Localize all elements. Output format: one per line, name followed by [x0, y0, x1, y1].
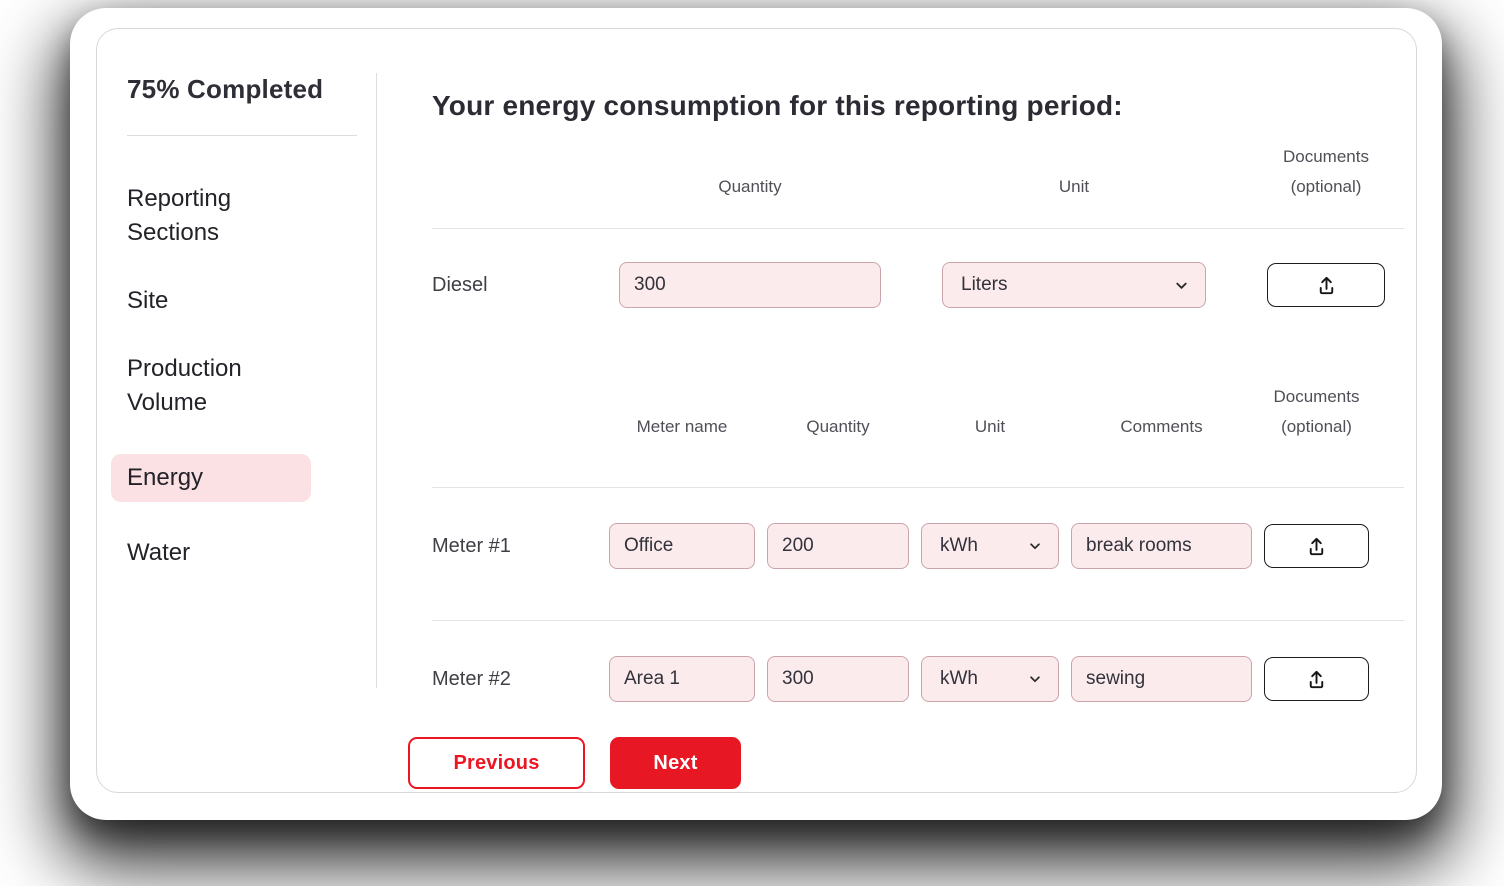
meter-header-comments: Comments	[1120, 417, 1203, 436]
main-content: Your energy consumption for this reporti…	[377, 29, 1416, 792]
divider	[432, 228, 1404, 229]
meter1-name-input[interactable]	[609, 523, 755, 569]
sidebar-item-energy[interactable]: Energy	[111, 454, 311, 502]
fuel-header-documents: Documents (optional)	[1283, 147, 1369, 196]
meter-row-label: Meter #1	[432, 534, 511, 557]
diesel-unit-select[interactable]: Liters	[942, 262, 1206, 308]
meter1-unit-value: kWh	[940, 535, 978, 556]
divider	[432, 487, 1404, 488]
sidebar-item-water[interactable]: Water	[127, 539, 191, 566]
meter1-upload-button[interactable]	[1264, 524, 1369, 568]
diesel-unit-value: Liters	[961, 274, 1008, 295]
form-panel: 75% Completed Reporting Sections Site Pr…	[96, 28, 1417, 793]
sidebar-item-reporting-sections[interactable]: Reporting Sections	[127, 185, 232, 246]
footer-buttons: Previous Next	[408, 737, 1404, 789]
upload-icon	[1309, 670, 1324, 688]
chevron-down-icon	[1030, 676, 1040, 683]
meter2-quantity-input[interactable]	[767, 656, 909, 702]
meter-header-documents: Documents (optional)	[1273, 387, 1360, 436]
meter-row-label: Meter #2	[432, 667, 511, 690]
upload-icon	[1319, 276, 1333, 294]
chevron-down-icon	[1030, 543, 1040, 550]
sidebar-nav: Reporting Sections Site Production Volum…	[111, 182, 357, 570]
divider	[432, 620, 1404, 621]
diesel-upload-button[interactable]	[1267, 263, 1385, 307]
meter2-name-input[interactable]	[609, 656, 755, 702]
meter-row-2: Meter #2 kWh	[432, 629, 1369, 702]
meter2-unit-value: kWh	[940, 668, 978, 689]
previous-button[interactable]: Previous	[408, 737, 585, 789]
progress-label: 75% Completed	[127, 74, 324, 104]
chevron-down-icon	[1176, 282, 1187, 289]
meter1-unit-select[interactable]: kWh	[921, 523, 1059, 569]
meter1-comments-input[interactable]	[1071, 523, 1252, 569]
meter-header-quantity: Quantity	[806, 417, 870, 436]
next-button[interactable]: Next	[610, 737, 741, 789]
fuel-table-header: Quantity Unit Documents (optional)	[432, 142, 1385, 202]
meter-table-header: Meter name Quantity Unit Comments Docume…	[432, 382, 1369, 442]
fuel-row-label: Diesel	[432, 273, 488, 296]
meter-row-1: Meter #1 kWh	[432, 496, 1369, 569]
fuel-header-quantity: Quantity	[718, 177, 782, 196]
meter2-upload-button[interactable]	[1264, 657, 1369, 701]
app-card: 75% Completed Reporting Sections Site Pr…	[70, 8, 1442, 820]
sidebar-item-site[interactable]: Site	[127, 287, 169, 314]
page-title: Your energy consumption for this reporti…	[432, 90, 1123, 121]
sidebar-divider	[127, 135, 357, 136]
sidebar: 75% Completed Reporting Sections Site Pr…	[97, 29, 377, 792]
meter1-quantity-input[interactable]	[767, 523, 909, 569]
meter-header-name: Meter name	[636, 417, 728, 436]
fuel-header-unit: Unit	[1058, 177, 1090, 196]
meter2-unit-select[interactable]: kWh	[921, 656, 1059, 702]
diesel-quantity-input[interactable]	[619, 262, 881, 308]
meter-header-unit: Unit	[974, 417, 1006, 436]
sidebar-item-production-volume[interactable]: Production Volume	[127, 355, 242, 416]
fuel-row-diesel: Diesel Liters	[432, 237, 1385, 308]
meter2-comments-input[interactable]	[1071, 656, 1252, 702]
upload-icon	[1309, 537, 1324, 555]
